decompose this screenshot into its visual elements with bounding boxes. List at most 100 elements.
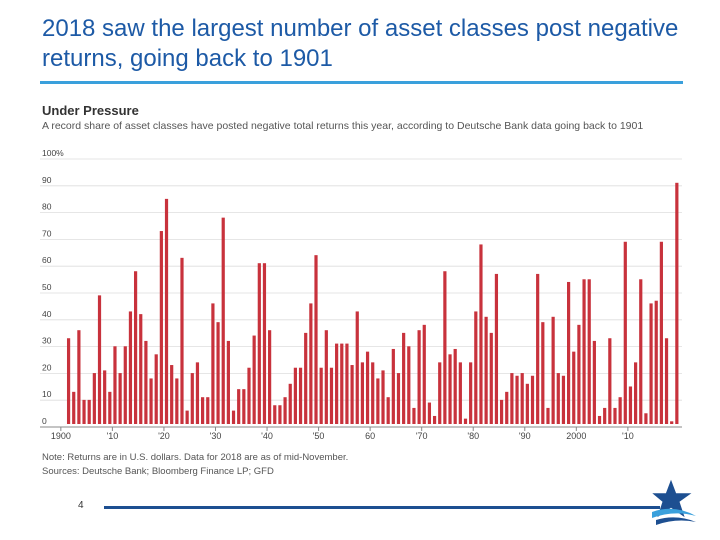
x-axis-tick-labels: 1900 '10 '20 '30 '40 '50 60 '70 '80 '90 2000 '10	[51, 427, 634, 441]
x-tick-label: '40	[261, 431, 273, 441]
bar	[618, 397, 622, 424]
bar	[484, 316, 488, 424]
bar	[340, 343, 344, 424]
bar	[510, 373, 514, 424]
bar	[268, 330, 272, 424]
bar	[211, 303, 215, 424]
bar	[242, 389, 246, 424]
bar	[329, 367, 334, 424]
bar	[335, 343, 339, 424]
bar	[515, 375, 519, 424]
bar	[360, 362, 364, 424]
bar	[273, 405, 277, 424]
bar	[597, 415, 602, 424]
bar	[324, 330, 328, 424]
bar	[123, 346, 127, 424]
bar	[469, 362, 473, 424]
bar	[97, 295, 102, 424]
bar	[175, 378, 179, 424]
x-tick-label: '10	[622, 431, 634, 441]
y-tick-label: 80	[42, 202, 52, 212]
bar	[154, 354, 158, 424]
bar	[391, 348, 395, 424]
bar	[639, 279, 643, 424]
bar	[417, 330, 421, 424]
bar	[309, 303, 313, 424]
bar	[427, 402, 432, 424]
bar	[525, 383, 529, 424]
bar	[386, 397, 390, 424]
bar	[376, 378, 380, 424]
bar	[66, 338, 71, 424]
bar	[365, 351, 370, 424]
bar	[412, 407, 416, 424]
bar	[133, 271, 138, 424]
bar	[77, 330, 81, 424]
bar	[149, 378, 153, 424]
bar	[463, 418, 468, 424]
bar	[319, 367, 323, 424]
bar	[206, 397, 210, 424]
y-tick-label: 30	[42, 336, 52, 346]
bar	[644, 413, 648, 424]
bar	[113, 346, 117, 424]
bar	[257, 263, 261, 424]
y-tick-label: 90	[42, 175, 52, 185]
bar	[159, 231, 163, 424]
chart-title: Under Pressure	[42, 103, 139, 118]
bar	[195, 362, 200, 424]
bar	[489, 332, 493, 424]
bar	[582, 279, 586, 424]
bar	[628, 386, 633, 424]
bar	[82, 399, 86, 424]
slide-title: 2018 saw the largest number of asset cla…	[42, 15, 679, 72]
x-tick-label: '30	[210, 431, 222, 441]
bar	[664, 338, 669, 424]
bar	[438, 362, 442, 424]
bar	[567, 281, 571, 424]
bar	[293, 367, 297, 424]
bar	[659, 241, 663, 424]
bar	[407, 346, 411, 424]
bar	[190, 373, 194, 424]
bar	[262, 263, 267, 424]
bar	[520, 373, 524, 424]
y-tick-label: 60	[42, 255, 52, 265]
bar	[572, 351, 576, 424]
bar	[448, 354, 452, 424]
x-tick-label: '20	[158, 431, 170, 441]
x-tick-label: '70	[416, 431, 428, 441]
bar	[536, 273, 540, 424]
bar	[72, 391, 76, 424]
bar	[603, 407, 607, 424]
bar	[546, 407, 550, 424]
y-tick-label: 40	[42, 309, 52, 319]
y-tick-label: 0	[42, 416, 47, 426]
bar	[164, 198, 169, 424]
bar	[474, 311, 478, 424]
bar	[453, 348, 457, 424]
chart-subtitle: A record share of asset classes have pos…	[42, 120, 644, 132]
bar	[237, 389, 241, 424]
x-tick-label: '10	[107, 431, 119, 441]
x-tick-label: 60	[365, 431, 375, 441]
bar	[443, 271, 447, 424]
y-tick-label: 50	[42, 282, 52, 292]
y-tick-label: 70	[42, 228, 52, 238]
bar	[118, 373, 122, 424]
bar	[103, 370, 107, 424]
x-tick-label: '50	[313, 431, 325, 441]
bar	[345, 343, 349, 424]
bar	[592, 340, 596, 424]
x-tick-label: '80	[467, 431, 479, 441]
bar	[505, 391, 509, 424]
bar	[432, 415, 437, 424]
bar	[561, 375, 566, 424]
bar	[288, 383, 292, 424]
y-tick-label: 20	[42, 362, 52, 372]
page-number: 4	[78, 500, 84, 511]
star-logo-icon	[652, 479, 696, 525]
bar	[381, 370, 385, 424]
bar	[304, 332, 308, 424]
bar	[499, 399, 504, 424]
